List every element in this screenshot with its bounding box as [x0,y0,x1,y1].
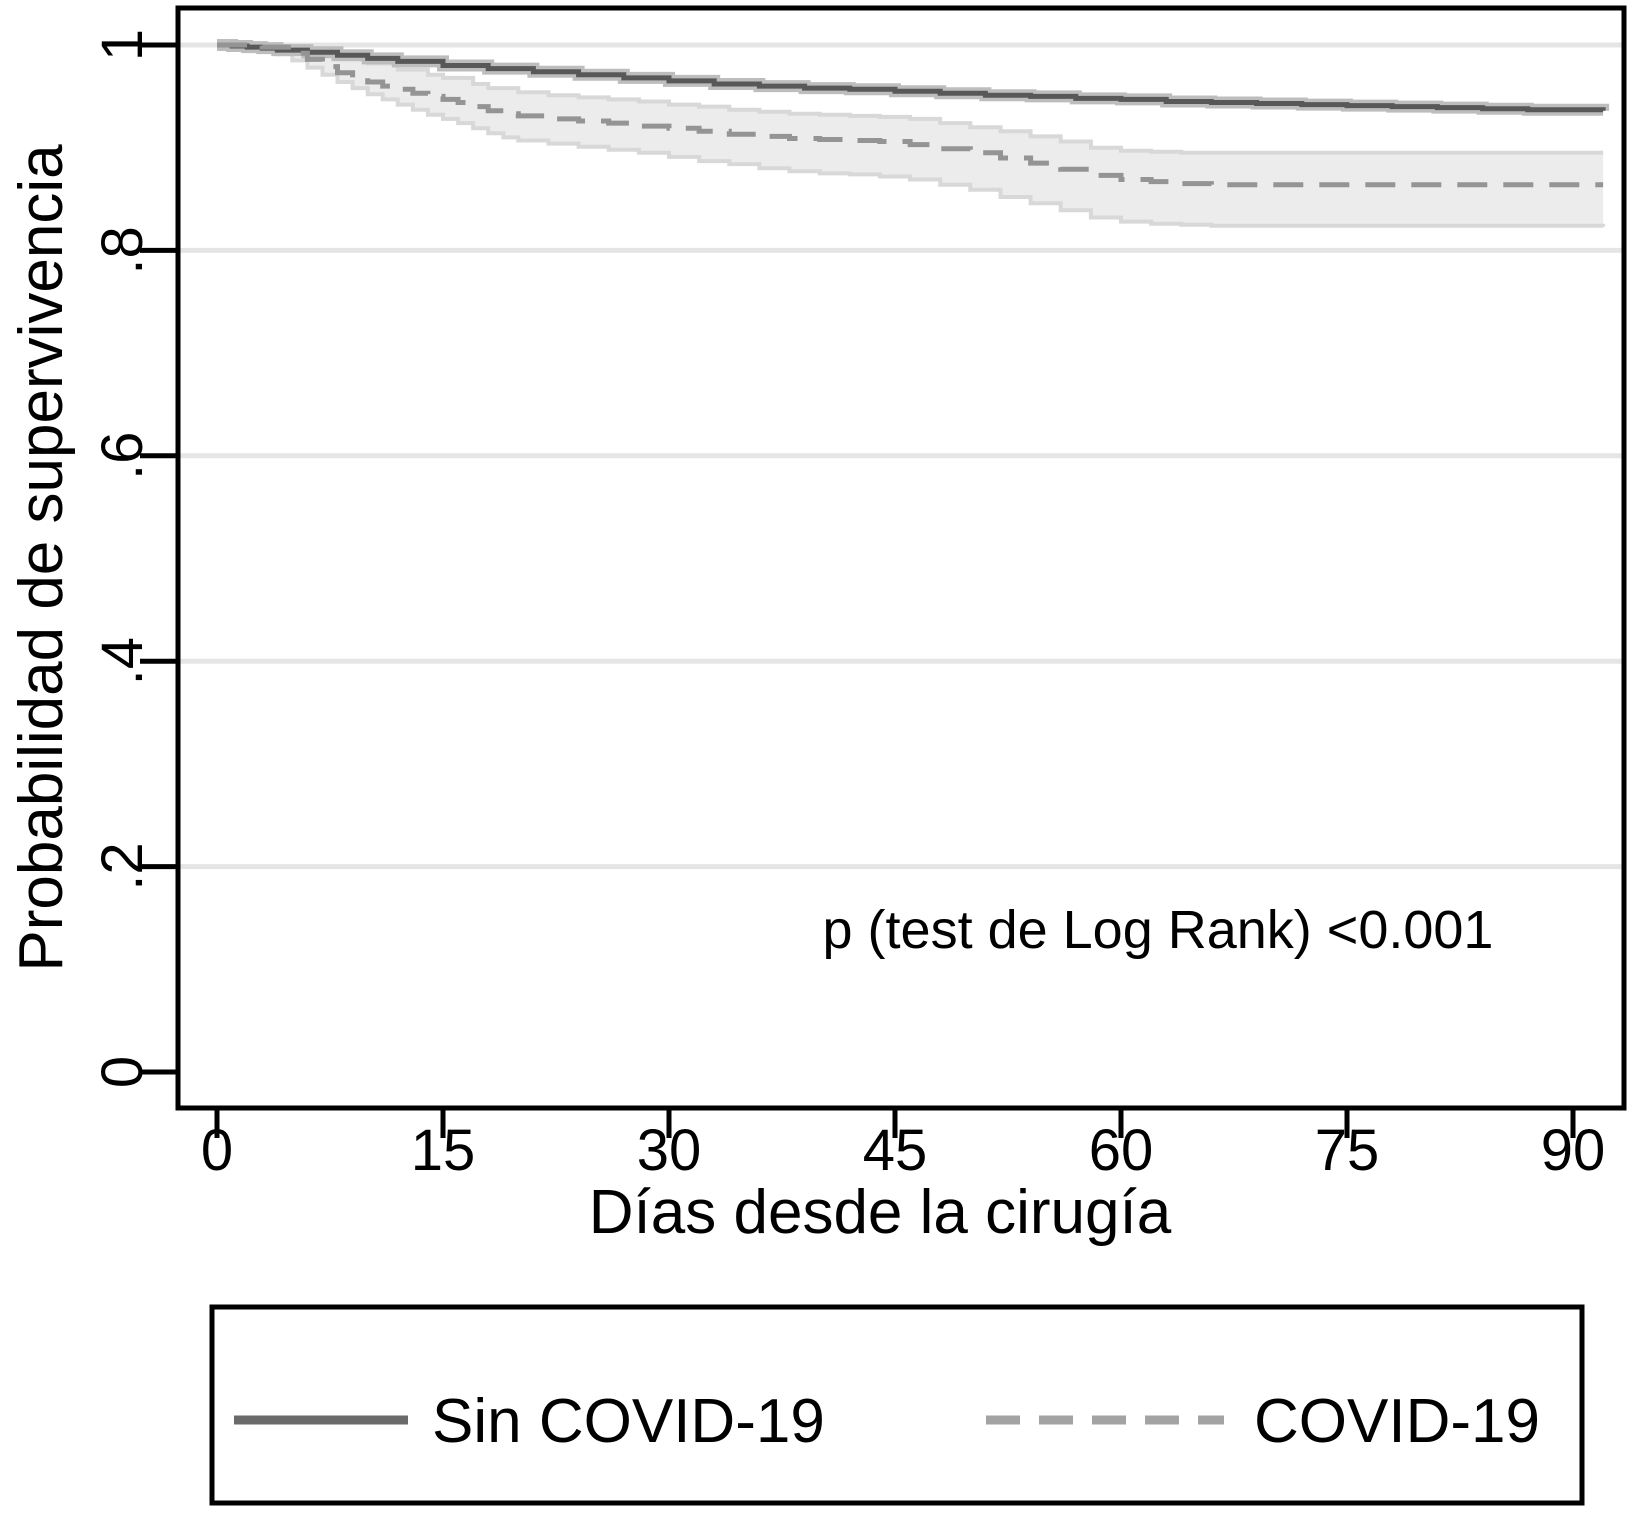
covid-ci-band [217,45,1604,227]
x-tick-label: 60 [1089,1118,1154,1183]
x-tick-label: 75 [1315,1118,1380,1183]
log-rank-annotation: p (test de Log Rank) <0.001 [823,900,1494,960]
legend-box [209,1304,1585,1506]
x-tick-label: 90 [1541,1118,1606,1183]
plot-border [175,5,1627,1111]
y-tick-label: 1 [90,29,155,61]
legend-label-covid: COVID-19 [1254,1387,1540,1456]
y-tick-label: .6 [90,432,155,480]
y-tick-label: .4 [90,637,155,685]
plot-frame [175,5,1627,1111]
y-tick-label: .8 [90,226,155,274]
y-tick-label: 0 [90,1056,155,1088]
x-axis-title: Días desde la cirugía [589,1178,1172,1247]
gridlines [178,42,1624,870]
y-tick-label: .2 [90,842,155,890]
axis-ticks [140,42,1576,1138]
sin-covid-curve [217,42,1606,113]
x-tick-label: 45 [863,1118,928,1183]
survival-curves [217,39,1610,188]
legend-label-sin-covid: Sin COVID-19 [432,1387,825,1456]
covid-ci-lower-edge [217,43,1606,228]
legend: Sin COVID-19 COVID-19 [209,1304,1585,1506]
tick-labels: 0 .2 .4 .6 .8 1 0 15 30 45 60 75 90 [90,29,1605,1183]
x-tick-label: 0 [201,1118,233,1183]
confidence-band [217,43,1606,228]
covid-ci-upper-edge [217,43,1604,155]
covid-curve [217,42,1604,188]
x-tick-label: 30 [637,1118,702,1183]
x-tick-label: 15 [411,1118,476,1183]
y-axis-title: Probabilidad de supervivencia [7,144,76,972]
